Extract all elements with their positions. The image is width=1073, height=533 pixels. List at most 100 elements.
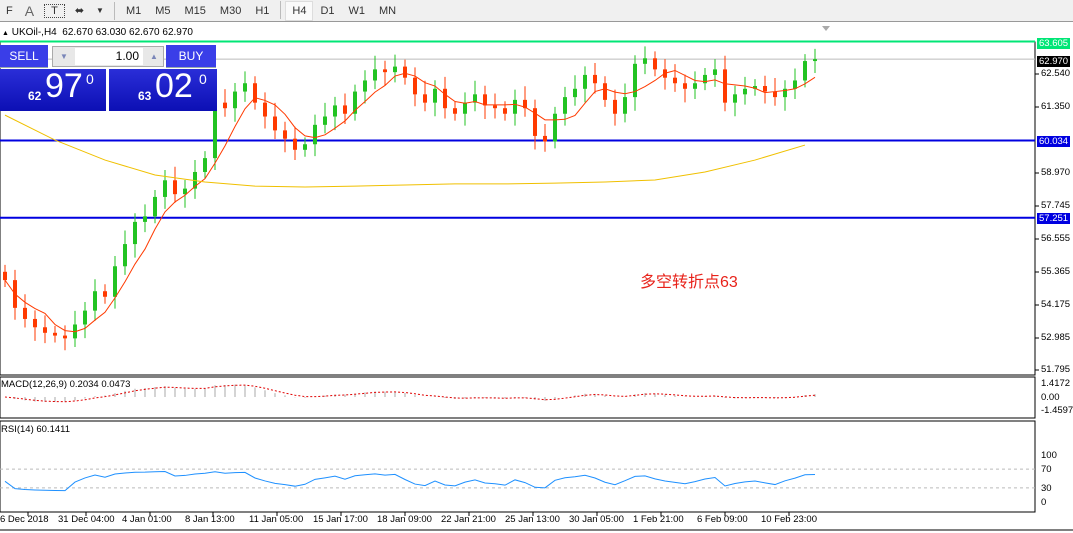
candle-body (353, 91, 357, 114)
rsi-label: RSI(14) 60.1411 (1, 424, 71, 435)
increase-lot-icon[interactable]: ▲ (150, 52, 158, 61)
text-tool-button[interactable]: A (24, 2, 35, 19)
buy-price-sup: 0 (199, 71, 207, 87)
candle-body (333, 105, 337, 117)
lot-input[interactable]: 1.00 (75, 48, 143, 65)
timeframe-w1[interactable]: W1 (348, 4, 366, 17)
candle-body (813, 59, 817, 62)
symbol-info: ▲ UKOil-,H4 62.670 63.030 62.670 62.970 (2, 27, 193, 40)
candle-body (593, 74, 597, 84)
timeframe-m15[interactable]: M15 (184, 4, 206, 17)
lot-stepper[interactable]: ▼ 1.00 ▲ (52, 46, 164, 67)
time-axis-label: 8 Jan 13:00 (185, 514, 235, 525)
price-axis-label: 61.350 (1041, 101, 1071, 112)
candle-body (583, 74, 587, 89)
price-axis-label: 57.745 (1041, 200, 1071, 211)
candle-body (263, 102, 267, 117)
candle-body (23, 307, 27, 319)
buy-price[interactable]: 63 02 0 (109, 67, 217, 111)
candle-body (603, 83, 607, 100)
sell-price[interactable]: 62 97 0 (0, 67, 106, 111)
timeframe-m5[interactable]: M5 (155, 4, 171, 17)
candle-body (803, 61, 807, 81)
candle-body (423, 94, 427, 103)
current-price-tag: 62.970 (1037, 56, 1071, 67)
candle-body (43, 327, 47, 333)
candle-body (303, 144, 307, 150)
candle-body (123, 244, 127, 267)
candle-body (53, 332, 57, 336)
timeframe-m30[interactable]: M30 (219, 4, 242, 17)
price-axis-label: 56.555 (1041, 233, 1071, 244)
price-axis-label: 54.175 (1041, 299, 1071, 310)
candle-body (433, 88, 437, 103)
sell-button[interactable]: SELL (0, 45, 48, 68)
timeframe-d1[interactable]: D1 (320, 4, 335, 17)
candle-body (523, 99, 527, 109)
time-axis-label: 18 Jan 09:00 (377, 514, 432, 525)
candle-body (243, 83, 247, 92)
time-axis-label: 15 Jan 17:00 (313, 514, 368, 525)
candle-body (753, 86, 757, 89)
candle-body (143, 216, 147, 222)
time-axis-label: 4 Jan 01:00 (122, 514, 172, 525)
timeframe-mn[interactable]: MN (379, 4, 397, 17)
macd-axis-label: -1.4597 (1041, 405, 1073, 416)
toolbar-f[interactable]: F (6, 4, 13, 17)
rsi-axis-label: 30 (1041, 483, 1052, 494)
candle-body (693, 83, 697, 89)
price-chart[interactable] (0, 23, 1073, 533)
sell-price-sup: 0 (86, 71, 94, 87)
candle-body (273, 116, 277, 131)
candle-body (93, 291, 97, 311)
ohlc-values: 62.670 63.030 62.670 62.970 (62, 27, 193, 38)
macd-label: MACD(12,26,9) 0.2034 0.0473 (1, 379, 131, 390)
macd-axis-label: 1.4172 (1041, 378, 1071, 389)
collapse-icon[interactable]: ▲ (2, 30, 9, 37)
timeframe-h1[interactable]: H1 (255, 4, 270, 17)
buy-button[interactable]: BUY (166, 45, 216, 68)
candle-body (533, 108, 537, 136)
candle-body (363, 80, 367, 92)
one-click-trading-panel: SELL BUY ▼ 1.00 ▲ 62 97 0 63 02 0 (0, 45, 218, 111)
time-axis-label: 10 Feb 23:00 (761, 514, 817, 525)
candle-body (443, 88, 447, 109)
candle-body (183, 188, 187, 195)
rsi-axis-label: 0 (1041, 497, 1047, 508)
candle-body (63, 335, 67, 339)
candle-body (513, 99, 517, 114)
chart-annotation[interactable]: 多空转折点63 (640, 274, 738, 291)
time-axis-label: 6 Feb 09:00 (697, 514, 748, 525)
candle-body (453, 108, 457, 114)
candle-body (293, 138, 297, 150)
text-label-tool-button[interactable]: T (44, 3, 65, 18)
timeframe-m1[interactable]: M1 (125, 4, 142, 17)
candle-body (133, 221, 137, 245)
candle-body (773, 91, 777, 98)
decrease-lot-icon[interactable]: ▼ (60, 52, 68, 61)
candle-body (203, 158, 207, 172)
candle-body (383, 69, 387, 73)
chevron-down-icon[interactable]: ▼ (96, 6, 104, 15)
price-axis-label: 62.540 (1041, 68, 1071, 79)
candle-body (153, 196, 157, 217)
price-axis-label: 58.970 (1041, 167, 1071, 178)
timeframe-h4[interactable]: H4 (285, 0, 314, 21)
candle-body (733, 94, 737, 103)
rsi-panel-frame (0, 420, 1036, 513)
candle-body (413, 77, 417, 95)
fast-moving-average (4, 69, 816, 333)
candle-body (163, 180, 167, 197)
time-axis-label: 1 Feb 21:00 (633, 514, 684, 525)
candle-body (653, 58, 657, 70)
candle-body (223, 102, 227, 109)
macd-signal-line (4, 384, 816, 403)
candle-body (173, 180, 177, 195)
rsi-axis-label: 100 (1041, 450, 1057, 461)
time-axis-label: 11 Jan 05:00 (249, 514, 304, 525)
slow-moving-average (4, 114, 806, 188)
arrows-tool-button[interactable]: ⬌ (74, 5, 85, 17)
candle-body (793, 80, 797, 89)
candle-body (83, 310, 87, 325)
support-price-tag-1: 60.034 (1037, 136, 1071, 147)
